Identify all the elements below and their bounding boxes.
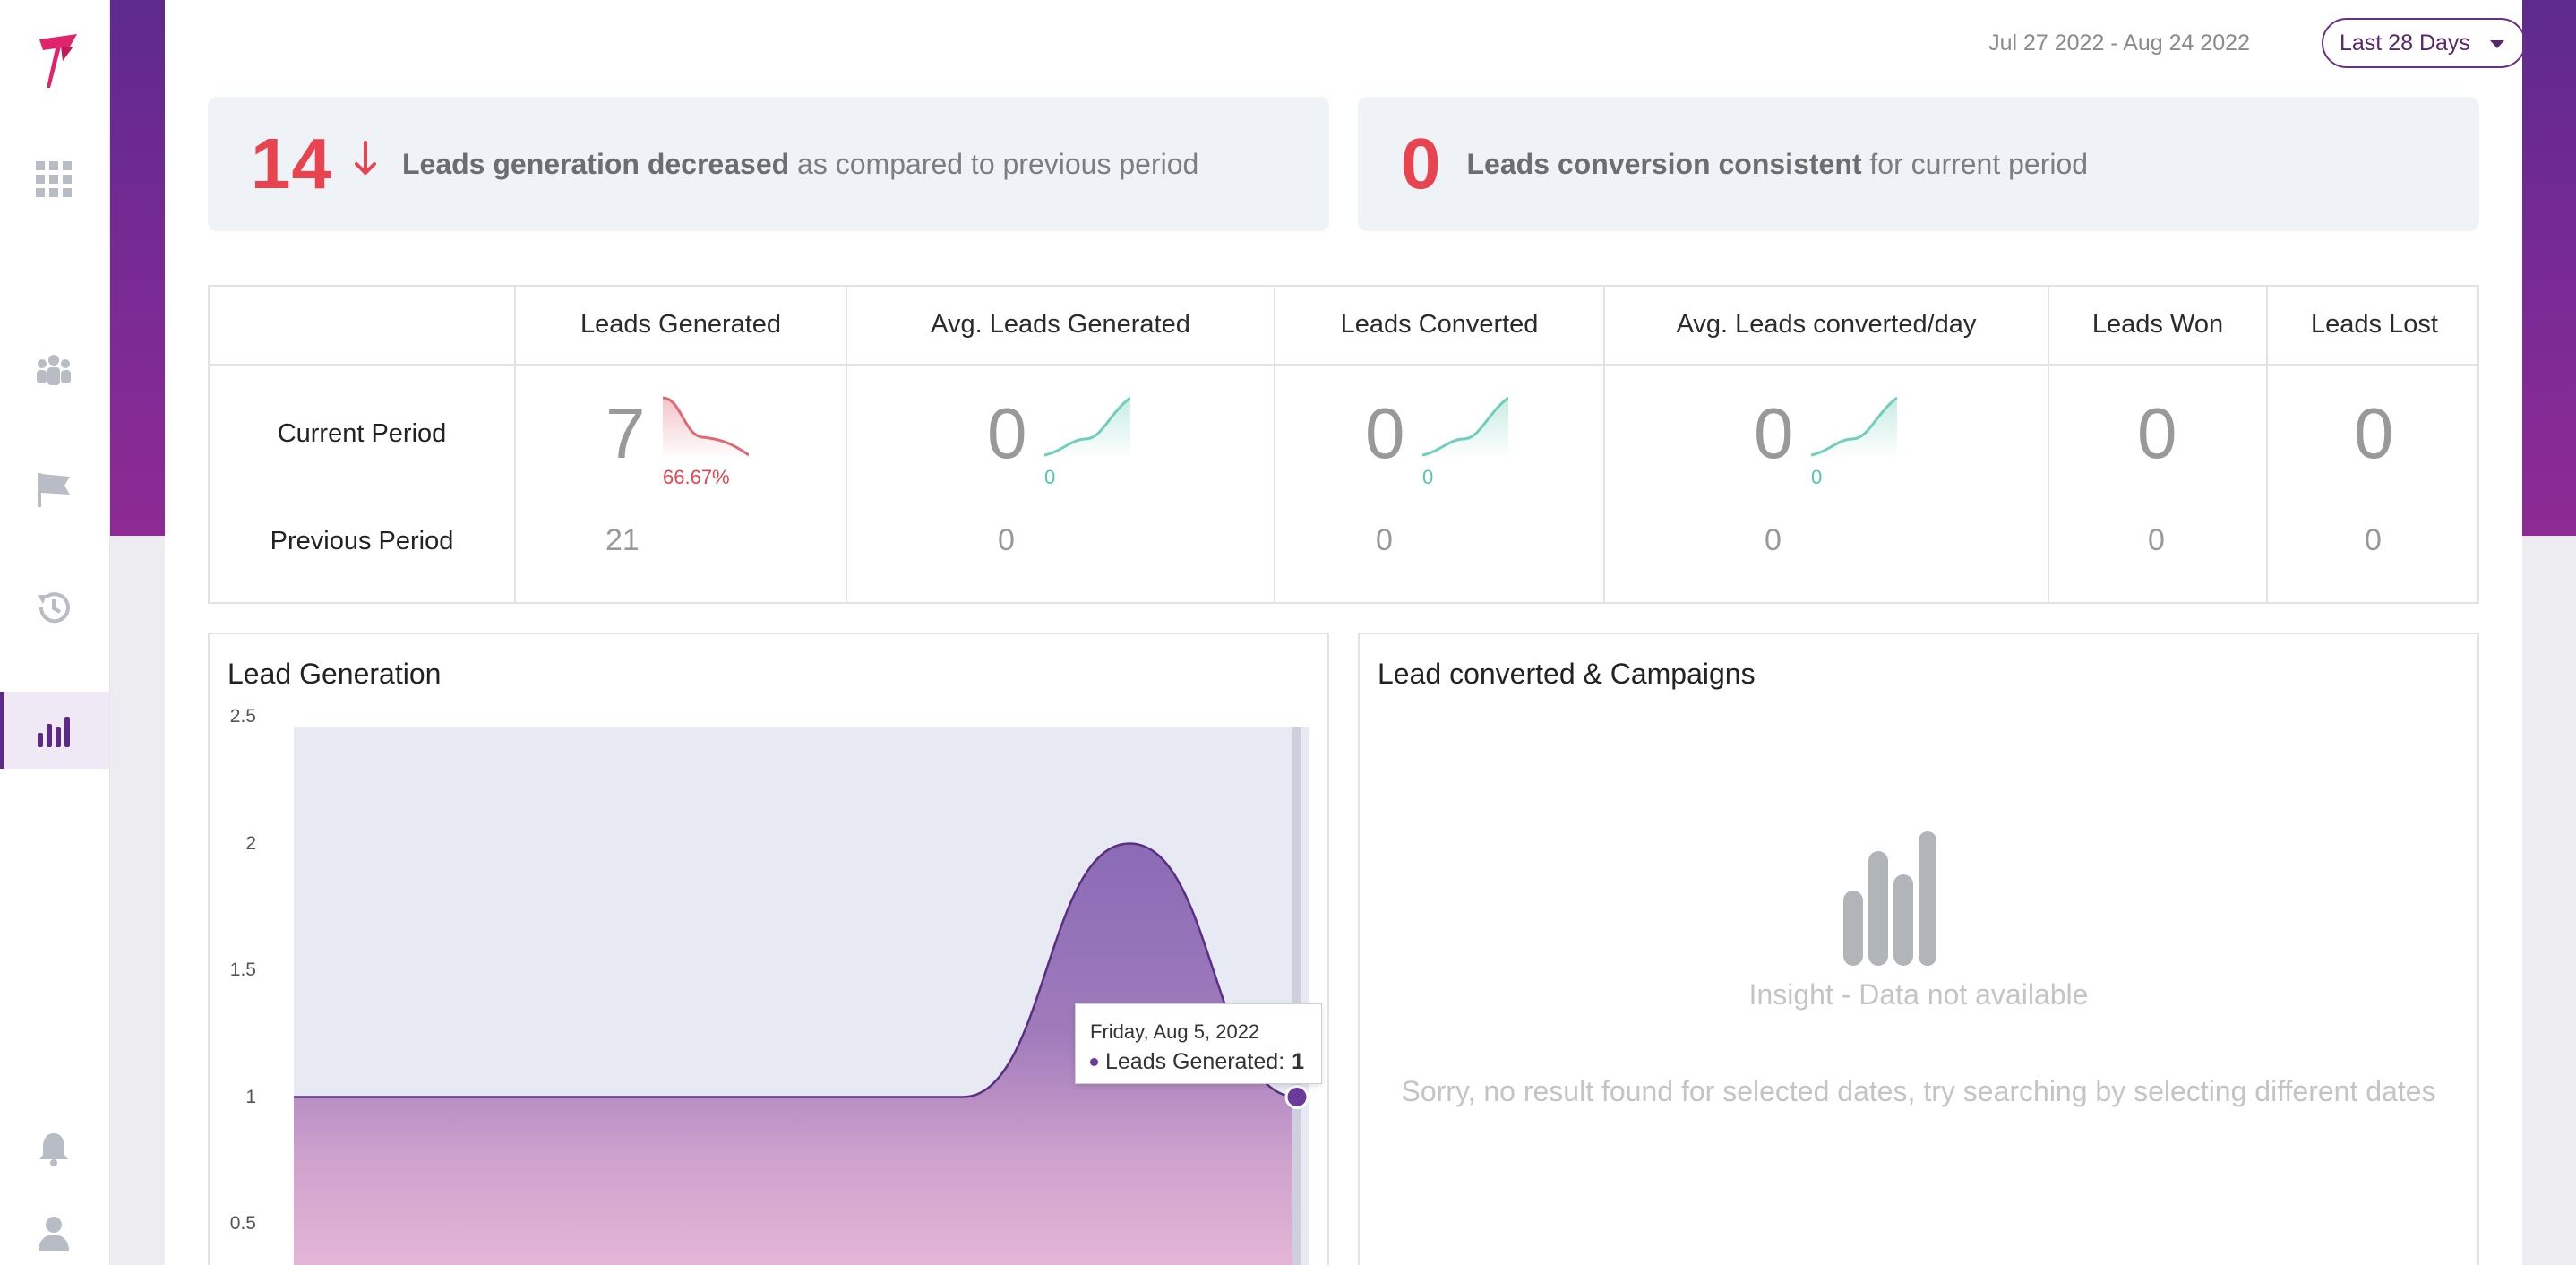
kpi-col-leads-won: Leads Won 0 0 bbox=[2049, 287, 2268, 602]
row-label-column: Current Period Previous Period bbox=[210, 287, 516, 602]
trend-up-sparkline bbox=[1044, 396, 1130, 459]
card-title: Lead converted & Campaigns bbox=[1378, 658, 1756, 690]
period-dropdown[interactable]: Last 28 Days bbox=[2322, 18, 2526, 68]
column-header: Leads Won bbox=[2091, 310, 2224, 339]
table-header-divider bbox=[210, 364, 2477, 366]
card-title: Lead Generation bbox=[228, 658, 442, 690]
kpi-col-avg-leads-generated: Avg. Leads Generated 0 0 0 bbox=[847, 287, 1275, 602]
previous-value: 0 bbox=[998, 523, 1015, 557]
column-header: Leads Generated bbox=[580, 310, 782, 339]
trend-label: 66.67% bbox=[663, 466, 730, 488]
summary-value: 14 bbox=[251, 124, 332, 203]
campaign-flag-icon[interactable] bbox=[34, 469, 73, 509]
hover-data-point[interactable] bbox=[1284, 1085, 1309, 1109]
chart-tooltip: Friday, Aug 5, 2022 Leads Generated: 1 bbox=[1075, 1003, 1322, 1084]
column-header: Avg. Leads converted/day bbox=[1676, 310, 1977, 339]
tooltip-value-row: Leads Generated: 1 bbox=[1090, 1049, 1321, 1075]
trend-label: 0 bbox=[1044, 466, 1056, 488]
team-icon[interactable] bbox=[34, 351, 73, 391]
empty-chart-icon bbox=[1843, 831, 1936, 966]
arrow-down-icon bbox=[354, 141, 376, 175]
y-tick-label: 1.5 bbox=[229, 960, 256, 980]
previous-value: 0 bbox=[1376, 523, 1393, 557]
column-header: Avg. Leads Generated bbox=[931, 310, 1190, 339]
current-value: 0 bbox=[987, 393, 1027, 473]
apps-grid-icon[interactable] bbox=[34, 159, 73, 199]
column-header: Leads Lost bbox=[2311, 310, 2438, 339]
previous-value: 0 bbox=[2365, 523, 2382, 557]
summary-text: Leads conversion consistent for current … bbox=[1466, 147, 2089, 180]
bell-icon[interactable] bbox=[34, 1129, 73, 1168]
current-value: 0 bbox=[1754, 393, 1794, 473]
history-icon[interactable] bbox=[34, 588, 73, 627]
tooltip-series-label: Leads Generated: bbox=[1105, 1049, 1285, 1074]
kpi-col-leads-generated: Leads Generated 7 66.67% 21 bbox=[516, 287, 847, 602]
chevron-down-icon bbox=[2490, 40, 2504, 48]
series-dot-icon bbox=[1090, 1058, 1098, 1066]
summary-value: 0 bbox=[1401, 124, 1442, 203]
current-value: 0 bbox=[1365, 393, 1405, 473]
kpi-table: Current Period Previous Period Leads Gen… bbox=[208, 285, 2479, 604]
logo-icon[interactable] bbox=[34, 30, 86, 93]
y-tick-label: 0.5 bbox=[229, 1213, 256, 1234]
y-tick-label: 1 bbox=[245, 1086, 256, 1107]
analytics-icon[interactable] bbox=[34, 711, 73, 751]
date-range-label: Jul 27 2022 - Aug 24 2022 bbox=[1988, 30, 2250, 56]
summary-card-leads-conversion: 0 Leads conversion consistent for curren… bbox=[1358, 97, 2479, 231]
empty-state-message: Sorry, no result found for selected date… bbox=[1401, 1075, 2436, 1107]
trend-up-sparkline bbox=[1422, 396, 1508, 459]
tooltip-value: 1 bbox=[1292, 1049, 1305, 1074]
row-label-current: Current Period bbox=[277, 419, 447, 448]
area-series-leads-generated bbox=[294, 843, 1297, 1265]
line-series-leads-generated bbox=[294, 842, 1298, 1098]
previous-value: 21 bbox=[605, 523, 640, 557]
summary-card-leads-generation: 14 Leads generation decreased as compare… bbox=[208, 97, 1329, 231]
trend-up-sparkline bbox=[1811, 396, 1897, 459]
nav-active-highlight bbox=[0, 692, 109, 769]
period-dropdown-value: Last 28 Days bbox=[2340, 30, 2470, 56]
y-tick-label: 2 bbox=[245, 832, 256, 854]
previous-value: 0 bbox=[2148, 523, 2165, 557]
trend-label: 0 bbox=[1811, 466, 1823, 488]
y-tick-label: 2.5 bbox=[229, 706, 256, 727]
lead-generation-chart bbox=[294, 727, 1309, 1265]
left-nav-rail bbox=[0, 0, 110, 1265]
previous-value: 0 bbox=[1765, 523, 1782, 557]
current-value: 0 bbox=[2137, 393, 2177, 473]
tooltip-date: Friday, Aug 5, 2022 bbox=[1090, 1020, 1260, 1043]
kpi-col-leads-converted: Leads Converted 0 0 0 bbox=[1275, 287, 1605, 602]
trend-down-sparkline bbox=[663, 396, 749, 459]
kpi-col-avg-leads-converted-day: Avg. Leads converted/day 0 0 0 bbox=[1605, 287, 2049, 602]
nav-active-indicator bbox=[0, 692, 4, 769]
empty-state-title: Insight - Data not available bbox=[1748, 978, 2089, 1011]
kpi-col-leads-lost: Leads Lost 0 0 bbox=[2268, 287, 2481, 602]
lead-converted-campaigns-card: Lead converted & Campaigns bbox=[1358, 632, 2479, 1265]
row-label-previous: Previous Period bbox=[270, 527, 454, 555]
user-icon[interactable] bbox=[34, 1213, 73, 1252]
column-header: Leads Converted bbox=[1340, 310, 1539, 339]
trend-label: 0 bbox=[1422, 466, 1434, 488]
current-value: 7 bbox=[605, 393, 646, 473]
summary-text: Leads generation decreased as compared t… bbox=[401, 147, 1199, 180]
current-value: 0 bbox=[2354, 393, 2394, 473]
